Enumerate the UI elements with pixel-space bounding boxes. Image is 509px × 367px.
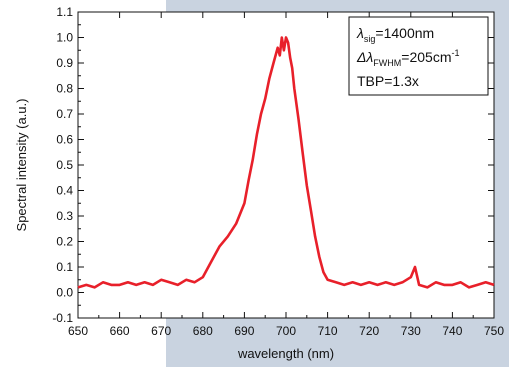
y-tick-label: 0.4 — [56, 184, 73, 198]
x-tick-label: 650 — [68, 324, 88, 338]
y-tick-label: 0.6 — [56, 133, 73, 147]
annotation-line-3: TBP=1.3x — [357, 73, 419, 89]
x-tick-label: 730 — [401, 324, 421, 338]
x-tick-label: 750 — [484, 324, 504, 338]
axis-ticks — [77, 11, 495, 319]
spectrum-series-line — [77, 36, 495, 289]
y-tick-label: 0.7 — [56, 107, 73, 121]
y-tick-label: 1.1 — [56, 5, 73, 19]
y-tick-label: 0.8 — [56, 82, 73, 96]
y-tick-label: 0.1 — [56, 260, 73, 274]
x-tick-label: 680 — [193, 324, 213, 338]
x-tick-label: 660 — [110, 324, 130, 338]
y-tick-label: 0.3 — [56, 209, 73, 223]
y-tick-label: 1.0 — [56, 31, 73, 45]
x-tick-label: 740 — [442, 324, 462, 338]
y-tick-label: 0.2 — [56, 235, 73, 249]
x-axis-label: wavelength (nm) — [237, 346, 334, 361]
y-tick-label: -0.1 — [52, 311, 73, 325]
annotation-box: λsig=1400nm ΔλFWHM=205cm-1 TBP=1.3x — [348, 16, 489, 96]
x-tick-label: 710 — [318, 324, 338, 338]
y-tick-label: 0.9 — [56, 56, 73, 70]
x-tick-label: 670 — [151, 324, 171, 338]
annotation-line-1: λsig=1400nm — [356, 25, 434, 44]
y-tick-label: 0.5 — [56, 158, 73, 172]
annotation-line-2: ΔλFWHM=205cm-1 — [356, 48, 460, 68]
x-tick-label: 700 — [276, 324, 296, 338]
y-axis-label: Spectral intensity (a.u.) — [14, 99, 29, 232]
x-tick-label: 720 — [359, 324, 379, 338]
y-tick-label: 0.0 — [56, 286, 73, 300]
x-tick-label: 690 — [234, 324, 254, 338]
tick-labels: 650 660 670 680 690 700 710 720 730 740 750 -0.1 0.0… — [52, 5, 504, 338]
